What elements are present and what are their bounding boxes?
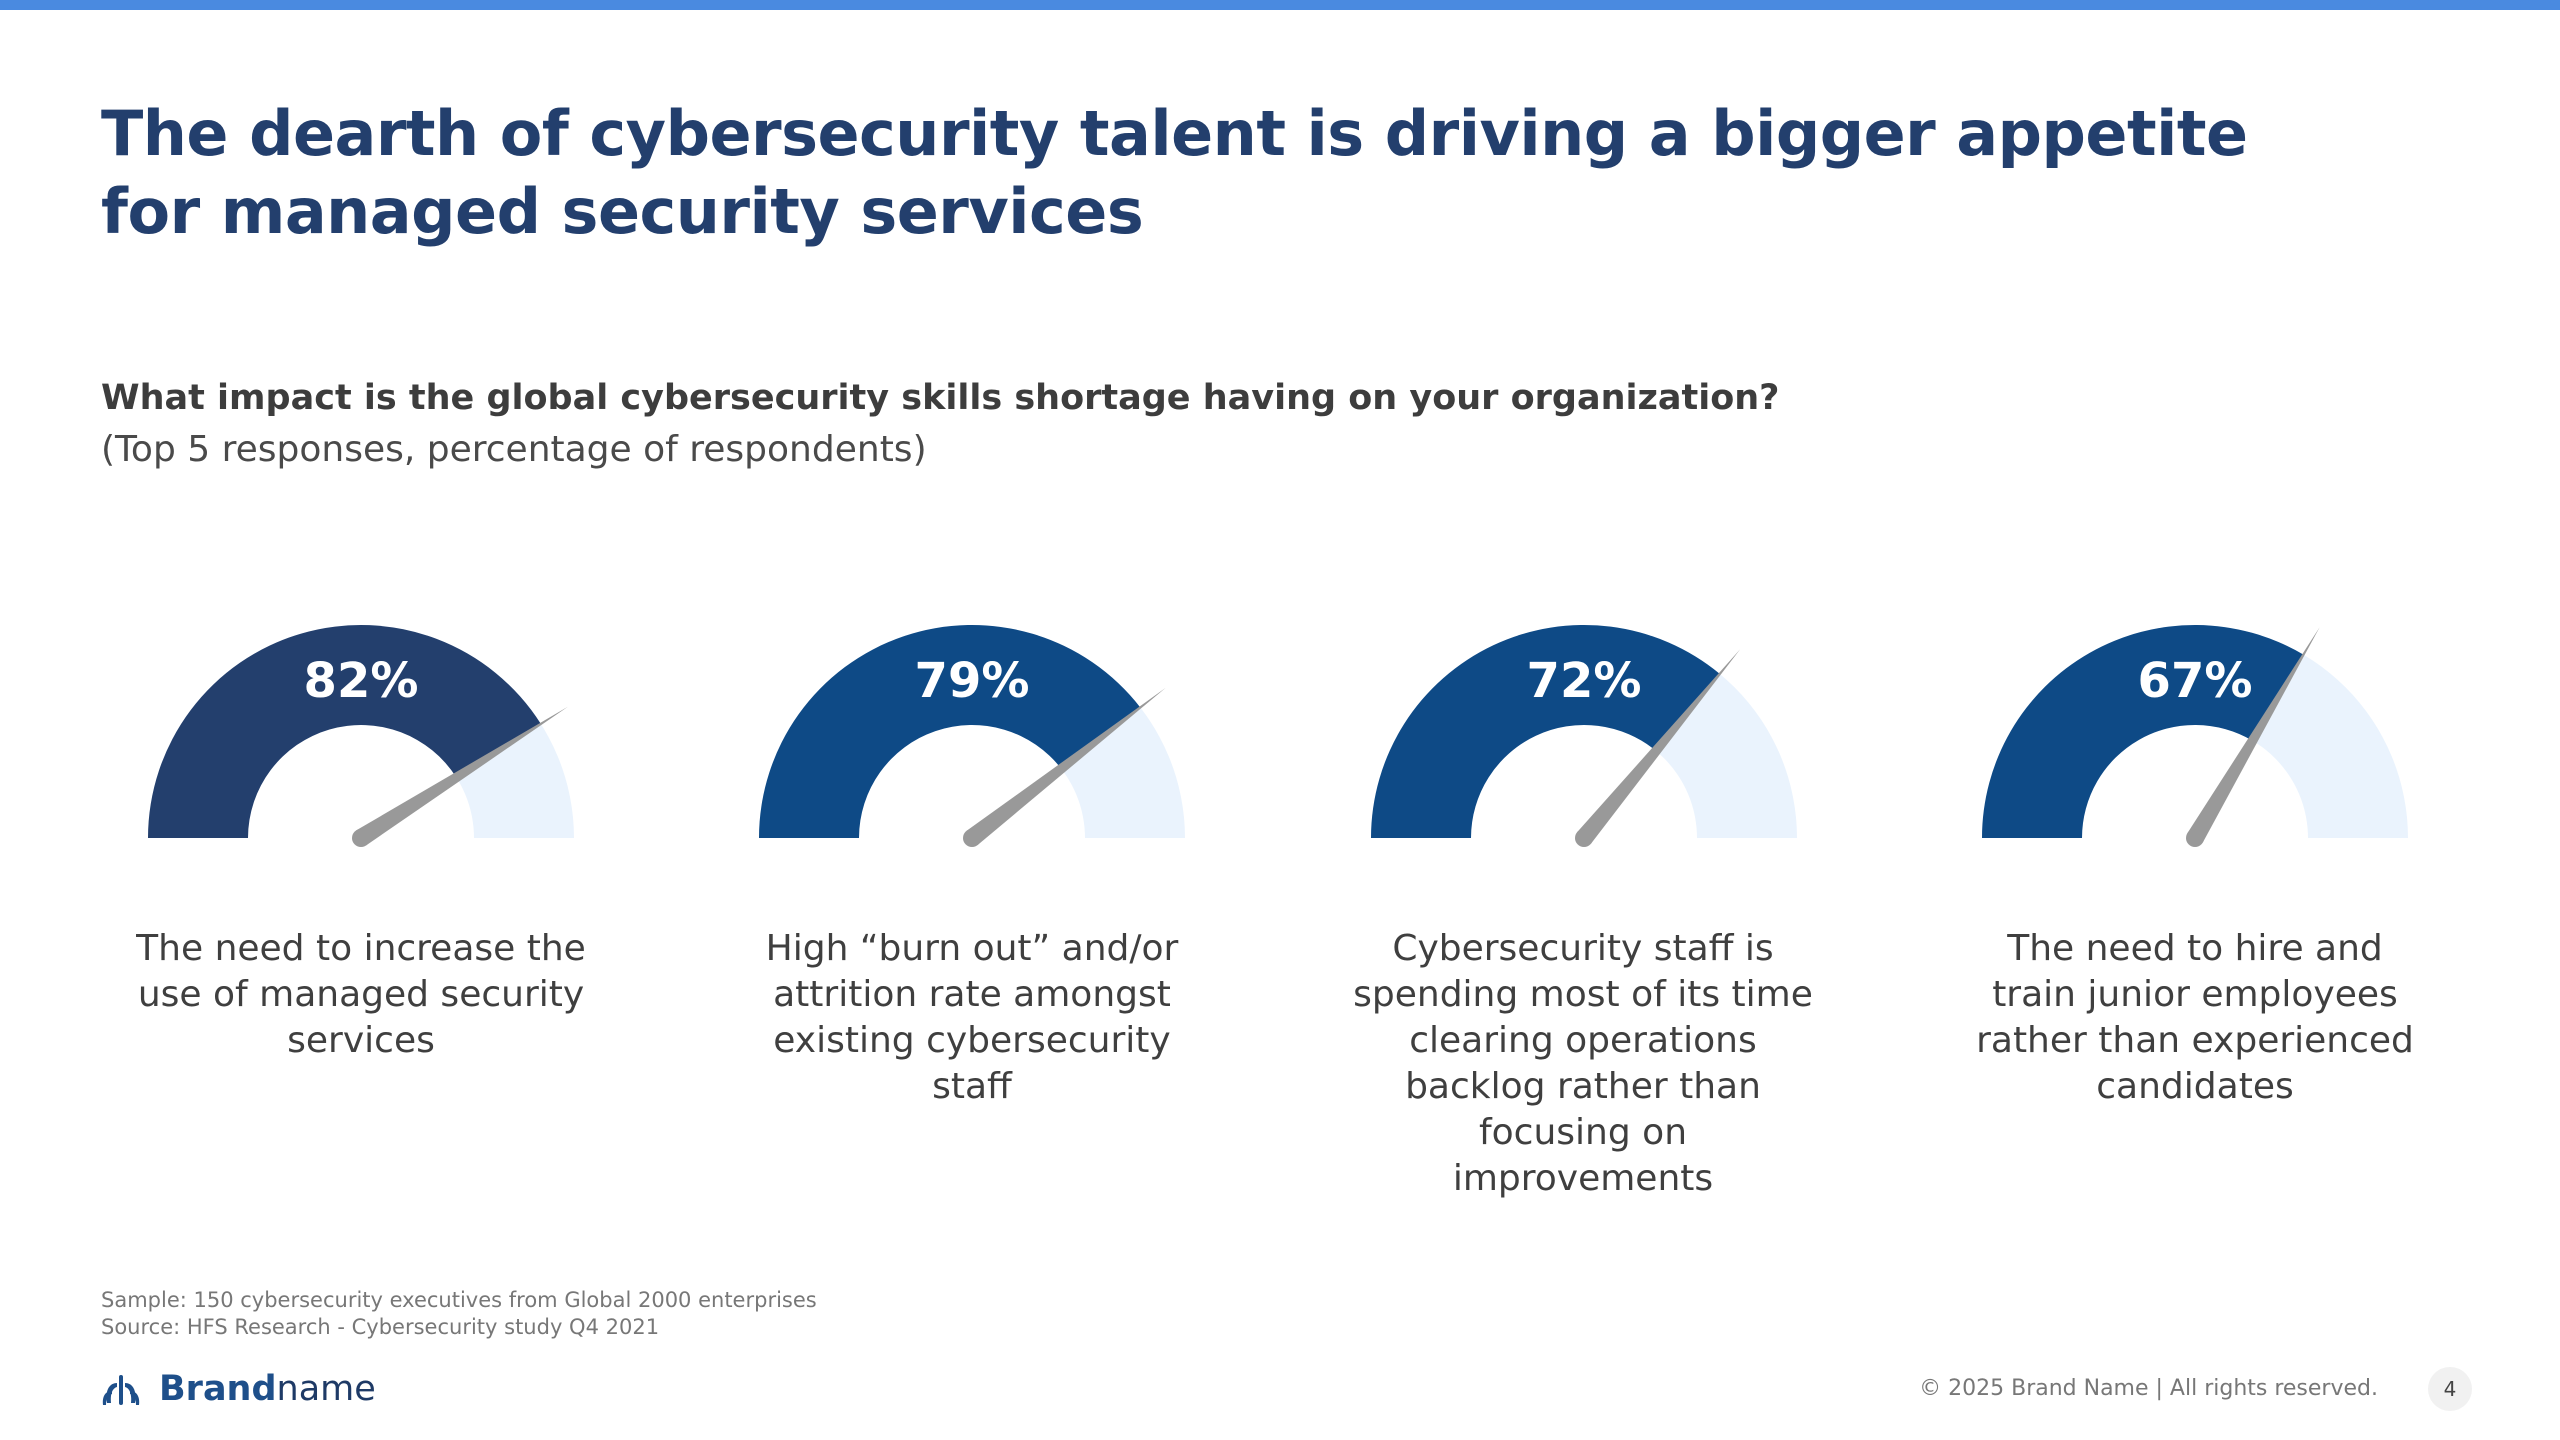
survey-subtitle: (Top 5 responses, percentage of responde… [101,429,927,470]
gauge-fill-2 [759,625,1141,838]
gauge-needle-1 [356,706,568,846]
gauge-value-4: 67% [2138,653,2253,709]
gauge-label-2: High “burn out” and/or attrition rate am… [765,928,1179,1107]
gauge-needle-hub-4 [2186,829,2204,847]
gauge-needle-hub-1 [352,829,370,847]
gauge-fill-4 [1982,625,2304,838]
gauge-needle-4 [2187,627,2320,843]
brand-logo-icon [102,1375,140,1405]
gauge-value-3: 72% [1527,653,1642,709]
gauge-label-1: The need to increase the use of managed … [136,928,586,1061]
gauge-chart: 82% 79% 72% 67% [148,624,2408,847]
survey-question: What impact is the global cybersecurity … [101,378,1780,418]
gauge-needle-3 [1577,649,1741,844]
sample-note: Sample: 150 cybersecurity executives fro… [101,1288,817,1312]
brand-logo: Brandname [101,1366,376,1412]
top-accent-bar [0,0,2560,10]
copyright-text: © 2025 Brand Name | All rights reserved. [1919,1376,2378,1401]
brand-name: Brandname [159,1369,376,1409]
gauge-label-3: Cybersecurity staff is spending most of … [1353,928,1813,1199]
gauge-value-1: 82% [304,653,419,709]
source-note: Source: HFS Research - Cybersecurity stu… [101,1315,660,1339]
gauge-needle-2 [966,687,1166,846]
page-number: 4 [2428,1367,2472,1411]
gauge-label-4: The need to hire and train junior employ… [1976,928,2414,1107]
page-title: The dearth of cybersecurity talent is dr… [101,97,2248,248]
gauge-needle-hub-3 [1575,829,1593,847]
gauge-fill-3 [1371,624,1720,838]
gauge-fill-1 [148,624,541,838]
gauge-value-2: 79% [915,653,1030,709]
gauge-needle-hub-2 [963,829,981,847]
